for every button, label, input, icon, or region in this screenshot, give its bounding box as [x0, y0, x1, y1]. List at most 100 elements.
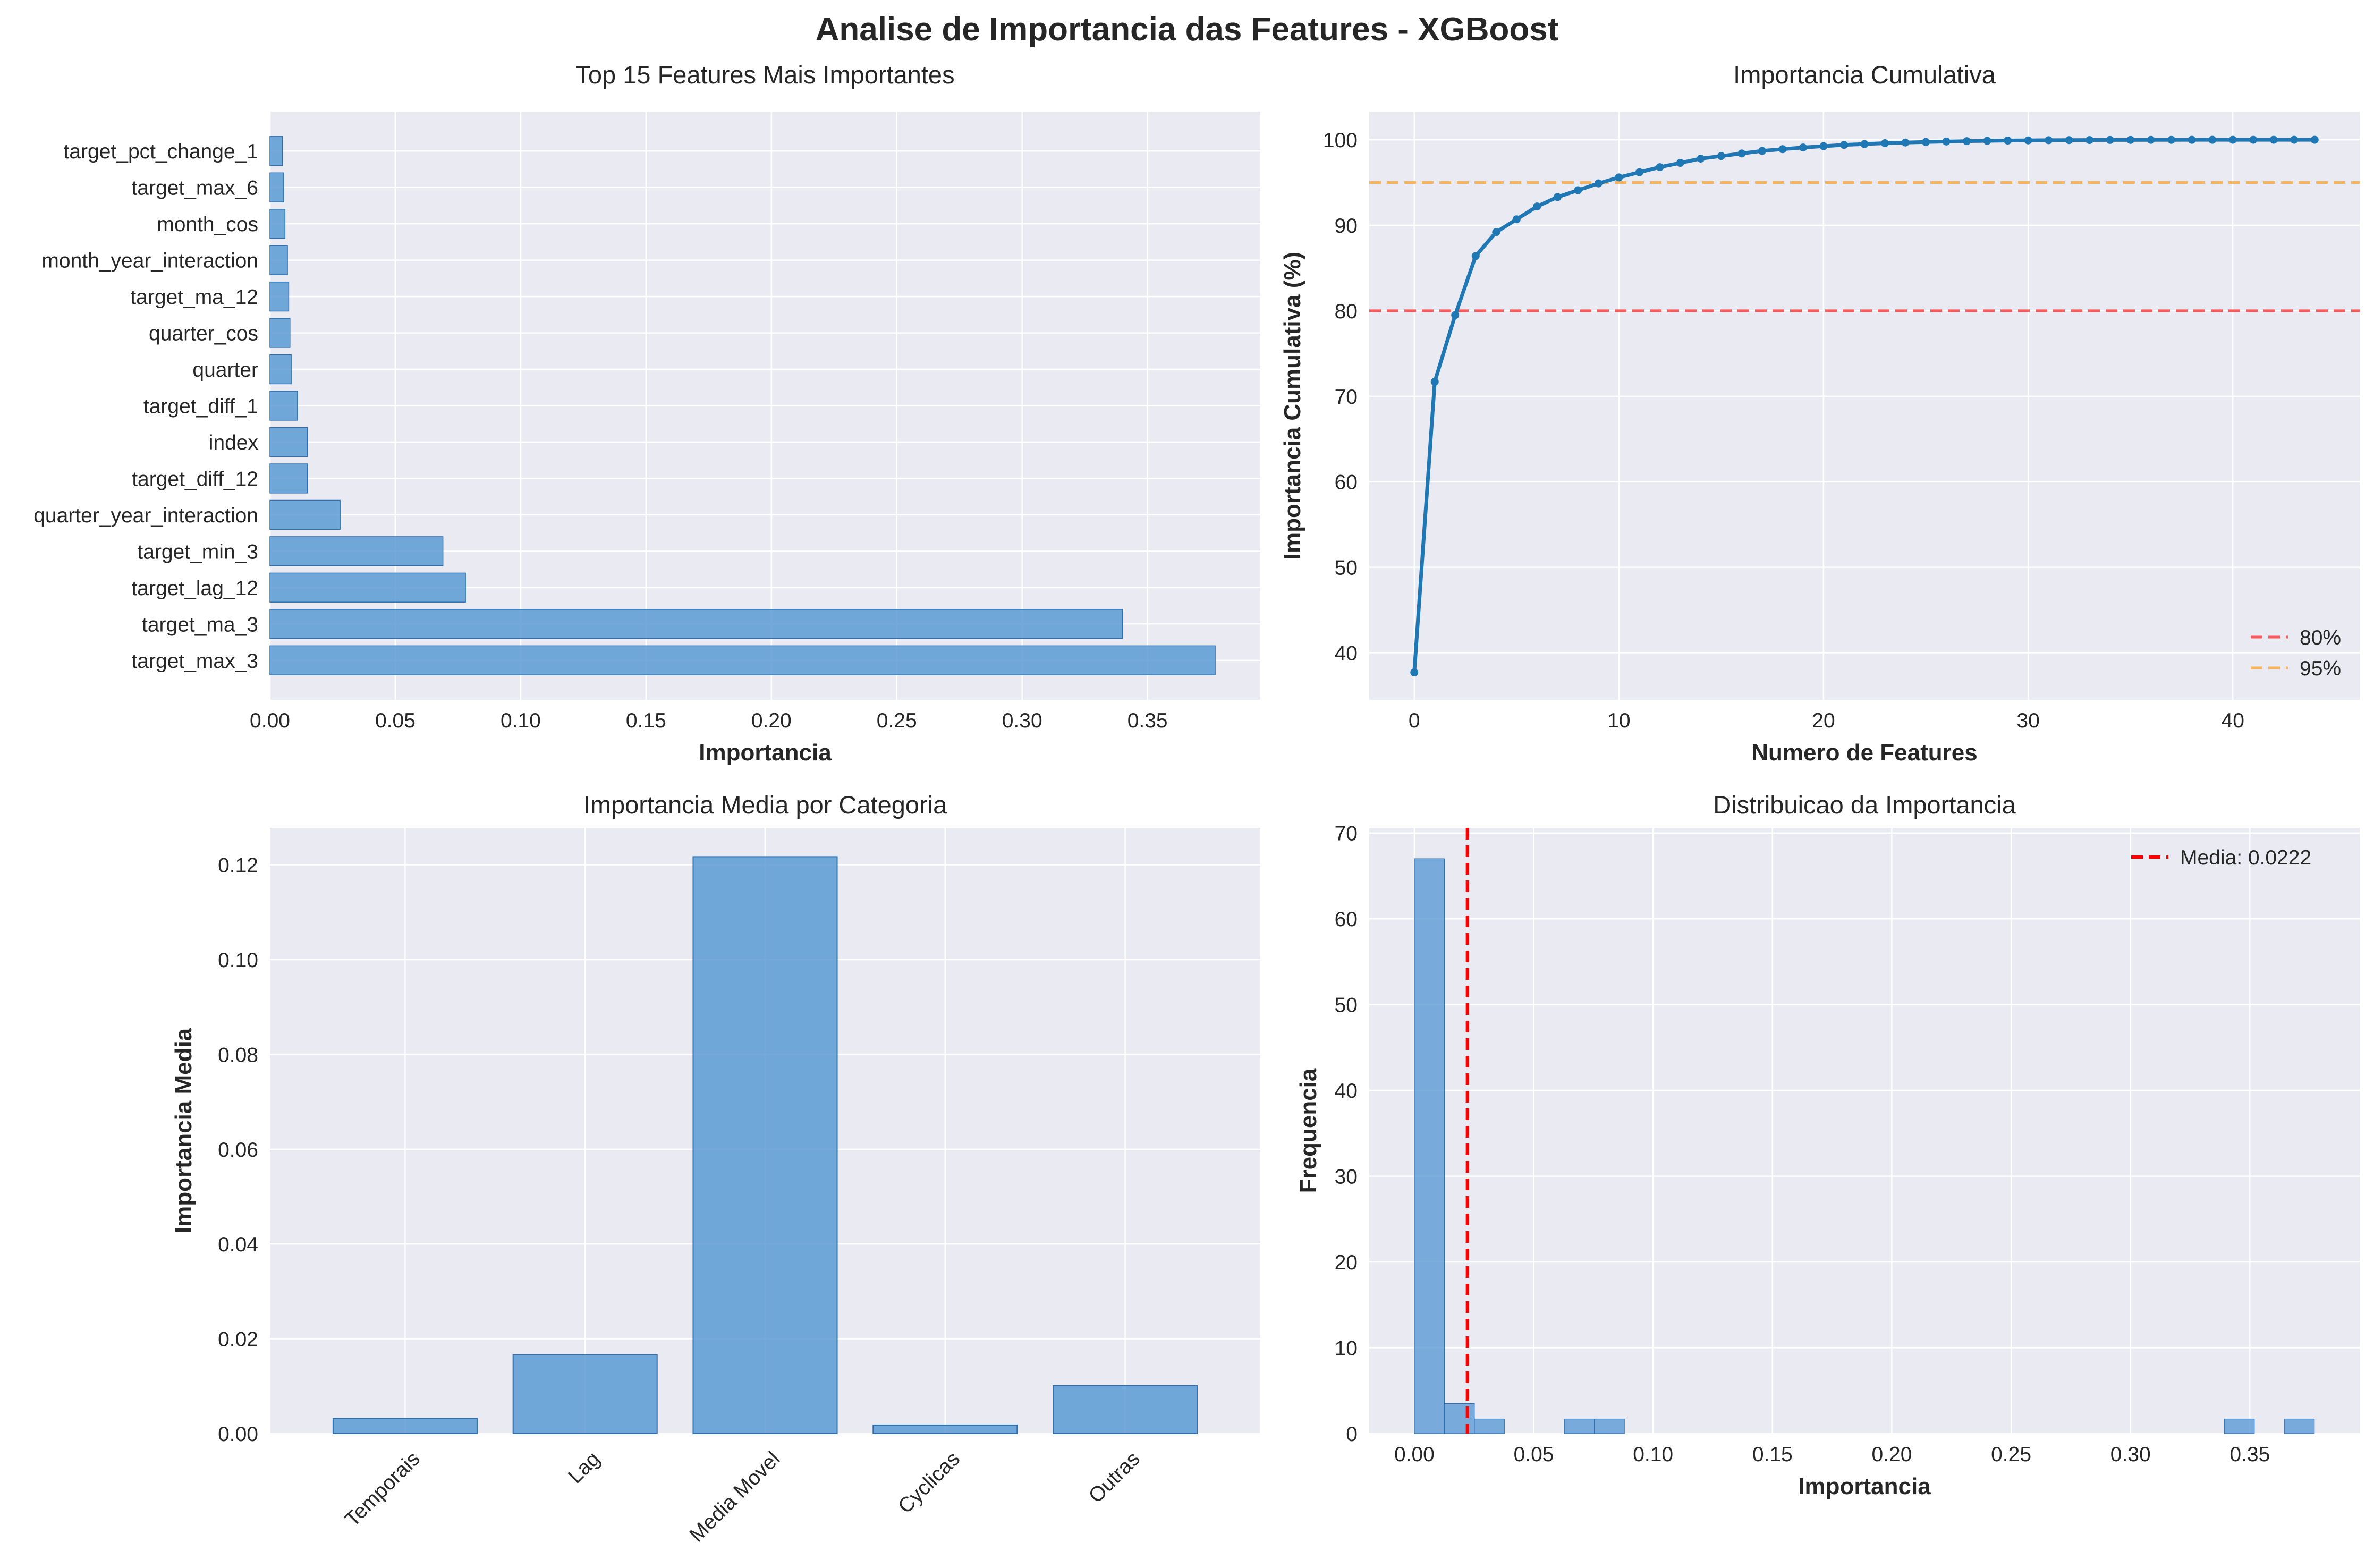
y-tick-label: 30 [1335, 1166, 1358, 1189]
data-point [2310, 135, 2319, 144]
y-tick-label: 40 [1335, 1080, 1358, 1103]
legend-label: Media: 0.0222 [2180, 846, 2311, 869]
data-point [1778, 145, 1787, 154]
y-tick-label: target_max_3 [132, 650, 258, 673]
y-tick-label: month_year_interaction [41, 250, 258, 273]
data-point [2208, 135, 2217, 144]
bar-Outras [1053, 1385, 1198, 1434]
data-point [1451, 311, 1460, 319]
y-tick-label: 0.02 [218, 1328, 258, 1351]
y-tick-label: 0.12 [218, 854, 258, 877]
histogram-bin [1414, 858, 1445, 1434]
data-point [1860, 140, 1869, 148]
data-point [1492, 228, 1500, 236]
y-tick-label: 70 [1335, 386, 1358, 409]
bar-target_ma_12 [269, 281, 290, 312]
y-tick-label: target_lag_12 [131, 577, 258, 600]
bar-Temporais [332, 1418, 478, 1434]
data-point [2065, 136, 2073, 145]
data-point [1717, 152, 1725, 160]
y-tick-label: 10 [1335, 1337, 1358, 1360]
data-point [1430, 377, 1439, 386]
x-tick-label: 0.25 [877, 709, 917, 732]
x-tick-label: 30 [2016, 709, 2039, 732]
histogram-bin [2224, 1418, 2255, 1434]
bar-month_year_interaction [269, 245, 288, 275]
data-point [2147, 135, 2155, 144]
bar-target_diff_1 [269, 391, 298, 421]
y-tick-label: 50 [1335, 994, 1358, 1017]
data-point [2004, 137, 2012, 145]
y-tick-label: 20 [1335, 1251, 1358, 1274]
y-tick-label: 0.10 [218, 949, 258, 972]
data-point [2228, 135, 2237, 144]
x-tick-label: 0.05 [375, 709, 416, 732]
y-tick-label: 60 [1335, 471, 1358, 494]
y-axis-label: Frequencia [1295, 1068, 1321, 1193]
x-axis-label: Importancia [699, 740, 832, 766]
y-tick-label: 0.06 [218, 1139, 258, 1162]
y-tick-label: 80 [1335, 300, 1358, 323]
x-tick-label: 40 [2222, 709, 2244, 732]
data-point [1410, 668, 1419, 677]
top-features-chart: Top 15 Features Mais Importantes 0.00 0.05… [33, 61, 1260, 766]
y-tick-label: quarter_year_interaction [33, 504, 258, 527]
x-tick-label: 0.10 [1633, 1443, 1673, 1466]
bar-month_cos [269, 209, 286, 239]
data-point [1881, 139, 1889, 148]
y-tick-label: 70 [1335, 823, 1358, 845]
data-point [1615, 173, 1623, 182]
data-point [2290, 135, 2299, 144]
bar-target_min_3 [269, 536, 444, 566]
bar-quarter_cos [269, 318, 291, 348]
bar-target_pct_change_1 [269, 136, 283, 166]
bar-index [269, 427, 308, 457]
data-point [1676, 159, 1684, 167]
x-axis-label: Importancia [1798, 1473, 1931, 1499]
x-axis-label: Numero de Features [1751, 740, 1977, 766]
x-tick-label: 0.35 [1127, 709, 1168, 732]
y-tick-label: quarter_cos [149, 323, 258, 345]
x-tick-label: 0.10 [501, 709, 541, 732]
x-tick-label: 0.15 [1752, 1443, 1793, 1466]
y-tick-label: 0 [1346, 1423, 1358, 1446]
chart-title: Distribuicao da Importancia [1713, 791, 2016, 819]
figure-suptitle: Analise de Importancia das Features - XG… [816, 11, 1559, 48]
y-tick-label: 0.00 [218, 1423, 258, 1446]
y-tick-label: target_min_3 [137, 540, 258, 563]
data-point [2188, 135, 2196, 144]
data-point [1594, 179, 1603, 188]
bar-target_lag_12 [269, 572, 466, 603]
x-tick-label: 0.20 [1871, 1443, 1912, 1466]
bar-target_diff_12 [269, 463, 308, 494]
data-point [1635, 168, 1643, 176]
data-point [2167, 135, 2176, 144]
plot-area [1369, 112, 2360, 700]
data-point [1963, 137, 1971, 146]
data-point [2269, 135, 2278, 144]
x-tick-label: 0.25 [1991, 1443, 2031, 1466]
data-point [2085, 136, 2094, 145]
y-tick-label: 40 [1335, 642, 1358, 665]
bar-target_max_3 [269, 645, 1216, 675]
histogram-bin [2284, 1418, 2315, 1434]
x-tick-label: 0.05 [1514, 1443, 1554, 1466]
data-point [1574, 186, 1582, 194]
data-point [1758, 147, 1766, 155]
y-tick-label: month_cos [157, 213, 258, 236]
data-point [1697, 154, 1705, 163]
y-tick-label: 50 [1335, 557, 1358, 580]
histogram-bin [1594, 1418, 1625, 1434]
y-tick-label: 100 [1323, 129, 1358, 152]
cumulative-importance-chart: Importancia Cumulativa 0 10 20 30 40 40 50 60 70 8… [1279, 61, 2360, 766]
y-axis-label: Importancia Cumulativa (%) [1279, 252, 1305, 560]
data-point [1656, 163, 1664, 172]
bar-target_max_6 [269, 172, 284, 202]
data-point [1922, 138, 1930, 146]
data-point [1512, 215, 1521, 224]
legend-label: 80% [2300, 626, 2341, 649]
data-point [1533, 202, 1541, 211]
histogram-bin [1444, 1403, 1475, 1434]
data-point [2249, 135, 2258, 144]
legend-label: 95% [2300, 657, 2341, 680]
